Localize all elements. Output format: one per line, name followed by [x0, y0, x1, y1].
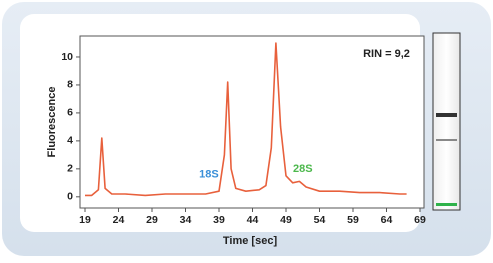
- y-tick-label: 6: [67, 107, 73, 119]
- x-tick-label: 49: [280, 214, 292, 226]
- y-tick-label: 4: [67, 135, 73, 147]
- annotation: 18S: [199, 168, 219, 180]
- y-tick-label: 0: [67, 191, 73, 203]
- x-tick-label: 24: [113, 214, 125, 226]
- plot-frame: [80, 36, 424, 208]
- gel-band: [436, 113, 457, 117]
- y-tick-label: 10: [61, 51, 73, 63]
- x-tick-label: 59: [347, 214, 359, 226]
- x-tick-label: 54: [314, 214, 326, 226]
- x-axis-label: Time [sec]: [223, 235, 278, 247]
- y-tick-label: 2: [67, 163, 73, 175]
- chart: Time [sec] Fluorescence 0246810192429343…: [0, 0, 493, 258]
- x-tick-label: 34: [180, 214, 192, 226]
- annotation: 28S: [293, 163, 313, 175]
- x-tick-label: 29: [146, 214, 158, 226]
- gel-marker: [436, 203, 457, 206]
- x-tick-label: 39: [213, 214, 225, 226]
- y-axis-label: Fluorescence: [46, 87, 58, 158]
- annotation: RIN = 9,2: [363, 48, 410, 60]
- gel-band: [436, 139, 457, 141]
- y-tick-label: 8: [67, 79, 73, 91]
- x-tick-label: 69: [414, 214, 426, 226]
- x-tick-label: 44: [247, 214, 259, 226]
- gel-lane: [433, 33, 460, 210]
- x-tick-label: 19: [79, 214, 91, 226]
- x-tick-label: 64: [381, 214, 393, 226]
